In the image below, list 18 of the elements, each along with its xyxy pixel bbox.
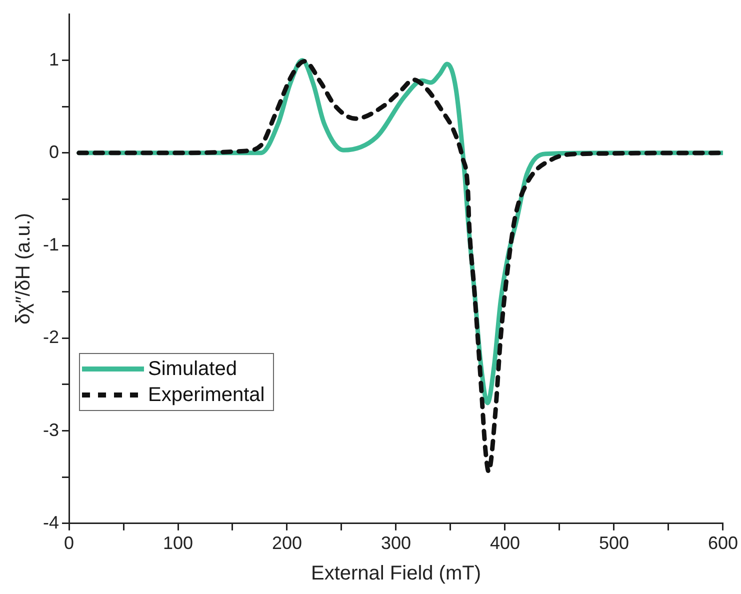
x-tick-label: 500 [598, 533, 630, 554]
x-tick-label: 600 [708, 533, 738, 554]
x-tick-label: 0 [64, 533, 74, 554]
legend-label: Simulated [148, 358, 237, 381]
y-tick-label: 1 [48, 49, 60, 70]
legend-label: Experimental [148, 384, 265, 407]
line-series [76, 58, 723, 474]
y-axis-title: δχ″/δH (a.u.) [12, 212, 35, 324]
y-tick-label: -3 [42, 420, 60, 440]
x-tick-label: 200 [272, 533, 302, 554]
y-tick-label: -4 [42, 512, 60, 532]
y-tick-label: 0 [48, 142, 60, 162]
x-tick-label: 400 [490, 533, 520, 554]
y-tick-label: -1 [42, 234, 60, 255]
x-axis-title: External Field (mT) [310, 562, 482, 585]
x-tick-label: 300 [380, 533, 412, 554]
x-tick-label: 100 [162, 533, 194, 554]
y-tick-label: -2 [42, 327, 60, 348]
